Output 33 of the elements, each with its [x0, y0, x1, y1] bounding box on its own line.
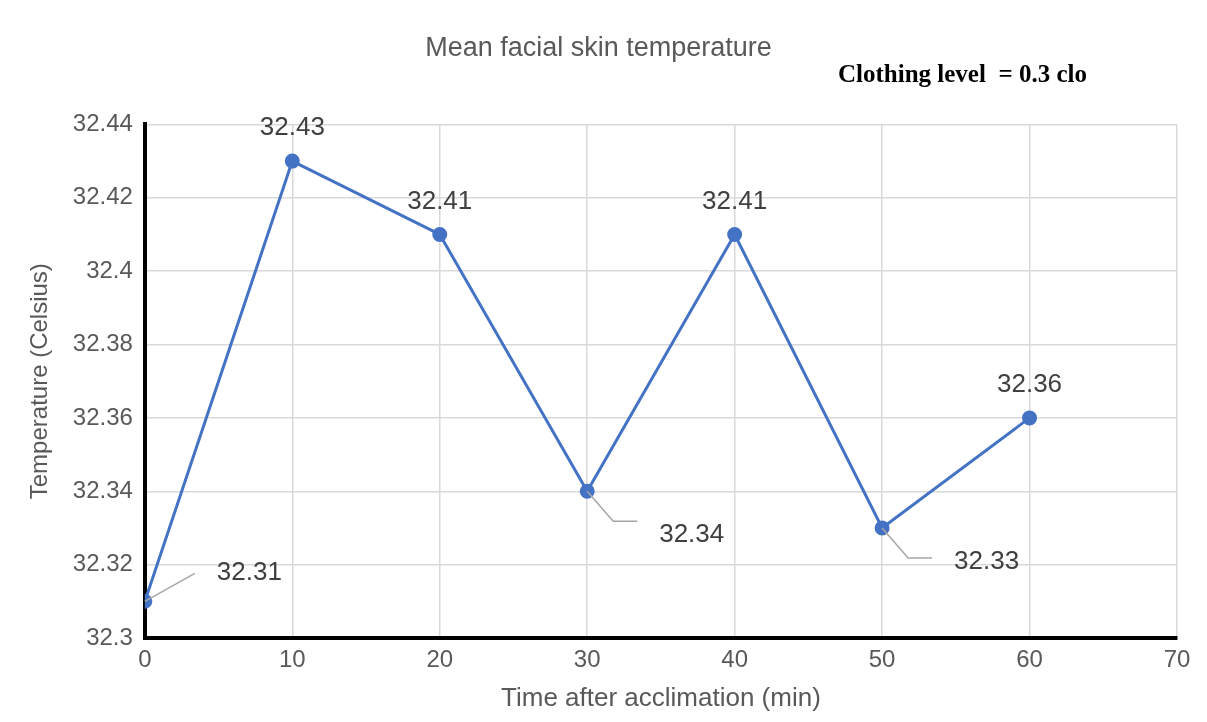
y-tick-label: 32.34	[72, 475, 133, 503]
y-tick-label: 32.38	[72, 329, 133, 357]
point	[284, 153, 300, 169]
data-label: 32.31	[216, 556, 282, 587]
x-tick-label: 40	[721, 645, 749, 673]
point	[432, 226, 448, 242]
data-label: 32.41	[407, 184, 473, 215]
x-tick-label: 20	[426, 645, 454, 673]
x-tick-label: 10	[278, 645, 306, 673]
y-tick-label: 32.3	[86, 622, 133, 650]
data-label: 32.41	[702, 184, 768, 215]
y-tick-label: 32.36	[72, 402, 133, 430]
x-tick-label: 0	[138, 645, 152, 673]
y-tick-label: 32.4	[86, 255, 133, 283]
x-tick-label: 60	[1016, 645, 1043, 673]
text: Clothing level = 0.3 clo	[838, 60, 1087, 88]
x-tick-label: 70	[1163, 645, 1191, 673]
x-tick-label: 30	[573, 645, 601, 673]
data-label: 32.33	[954, 545, 1020, 576]
y-tick-label: 32.44	[72, 109, 133, 137]
data-label: 32.43	[259, 111, 325, 142]
point	[727, 226, 743, 242]
y-tick-label: 32.32	[72, 549, 133, 577]
point	[874, 520, 890, 536]
chart-title: Mean facial skin temperature	[425, 31, 772, 62]
y-tick-label: 32.42	[72, 182, 133, 210]
point	[1022, 410, 1038, 426]
x-axis-title: Time after acclimation (min)	[501, 681, 821, 712]
data-label: 32.34	[659, 518, 725, 549]
x-tick-label: 50	[868, 645, 896, 673]
data-label: 32.36	[997, 368, 1063, 399]
point	[579, 483, 595, 499]
y-axis-title: Temperature (Celsius)	[25, 263, 53, 500]
